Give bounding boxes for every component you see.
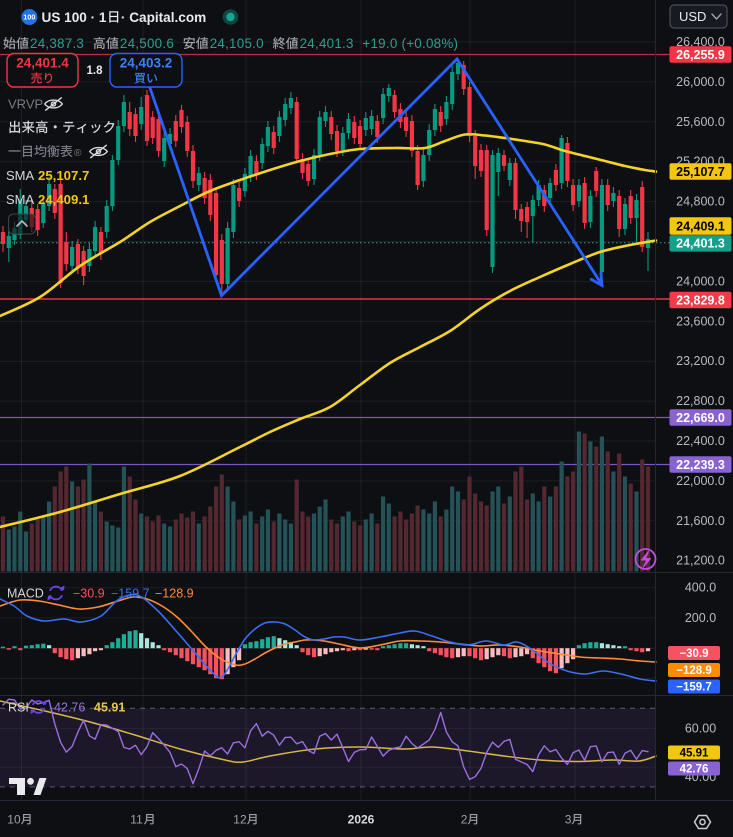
svg-text:2026: 2026	[348, 813, 375, 827]
svg-text:−159.7: −159.7	[676, 681, 712, 693]
svg-text:24,500.6: 24,500.6	[120, 36, 174, 51]
svg-text:3: 3	[565, 813, 572, 827]
svg-text:100: 100	[23, 13, 35, 22]
svg-text:21,600.0: 21,600.0	[676, 514, 725, 528]
svg-text:60.00: 60.00	[685, 722, 716, 736]
svg-text:2: 2	[461, 813, 468, 827]
svg-text:22,800.0: 22,800.0	[676, 394, 725, 408]
svg-text:SMA: SMA	[6, 168, 35, 183]
svg-text:26,255.9: 26,255.9	[676, 48, 725, 62]
svg-text:45.91: 45.91	[680, 747, 709, 759]
svg-text:−30.9: −30.9	[679, 648, 708, 660]
svg-text:26,000.0: 26,000.0	[676, 75, 725, 89]
svg-text:400.0: 400.0	[685, 581, 716, 595]
svg-text:42.76: 42.76	[54, 701, 85, 715]
svg-text:23,600.0: 23,600.0	[676, 314, 725, 328]
svg-text:MACD: MACD	[7, 587, 44, 601]
svg-text:24,800.0: 24,800.0	[676, 195, 725, 209]
svg-text:22,000.0: 22,000.0	[676, 474, 725, 488]
svg-text:24,403.2: 24,403.2	[120, 56, 173, 71]
svg-text:−128.9: −128.9	[155, 587, 194, 601]
svg-text:200.0: 200.0	[685, 611, 716, 625]
svg-text:+19.0 (+0.08%): +19.0 (+0.08%)	[362, 36, 458, 51]
svg-text:23,200.0: 23,200.0	[676, 354, 725, 368]
svg-text:VRVP: VRVP	[8, 97, 43, 112]
svg-text:21,200.0: 21,200.0	[676, 554, 725, 568]
svg-text:24,000.0: 24,000.0	[676, 274, 725, 288]
svg-text:45.91: 45.91	[94, 701, 125, 715]
svg-text:24,409.1: 24,409.1	[676, 219, 725, 233]
svg-text:−159.7: −159.7	[111, 587, 150, 601]
svg-text:22,400.0: 22,400.0	[676, 434, 725, 448]
svg-text:1.8: 1.8	[87, 65, 104, 77]
svg-text:25,107.7: 25,107.7	[38, 168, 89, 183]
svg-text:−30.9: −30.9	[73, 587, 105, 601]
svg-text:24,401.3: 24,401.3	[676, 237, 725, 251]
svg-text:10: 10	[7, 813, 21, 827]
svg-text:SMA: SMA	[6, 192, 35, 207]
svg-text:RSI: RSI	[8, 701, 29, 715]
svg-text:25,600.0: 25,600.0	[676, 115, 725, 129]
svg-text:24,105.0: 24,105.0	[210, 36, 264, 51]
svg-text:USD: USD	[679, 9, 706, 24]
svg-text:−128.9: −128.9	[676, 665, 712, 677]
svg-text:24,409.1: 24,409.1	[38, 192, 89, 207]
svg-text:22,669.0: 22,669.0	[676, 411, 725, 425]
svg-text:26,400.0: 26,400.0	[676, 35, 725, 49]
svg-text:12: 12	[233, 813, 247, 827]
svg-text:US 100 · 1: US 100 · 1	[42, 10, 107, 25]
svg-text:24,401.4: 24,401.4	[16, 56, 69, 71]
svg-text:®: ®	[74, 148, 82, 159]
svg-text:· Capital.com: · Capital.com	[121, 10, 206, 25]
svg-text:22,239.3: 22,239.3	[676, 458, 725, 472]
svg-text:11: 11	[130, 813, 143, 827]
svg-text:24,387.3: 24,387.3	[30, 36, 84, 51]
svg-text:24,401.3: 24,401.3	[300, 36, 354, 51]
svg-text:25,107.7: 25,107.7	[676, 165, 725, 179]
svg-text:23,829.8: 23,829.8	[676, 293, 725, 307]
svg-text:42.76: 42.76	[680, 763, 709, 775]
